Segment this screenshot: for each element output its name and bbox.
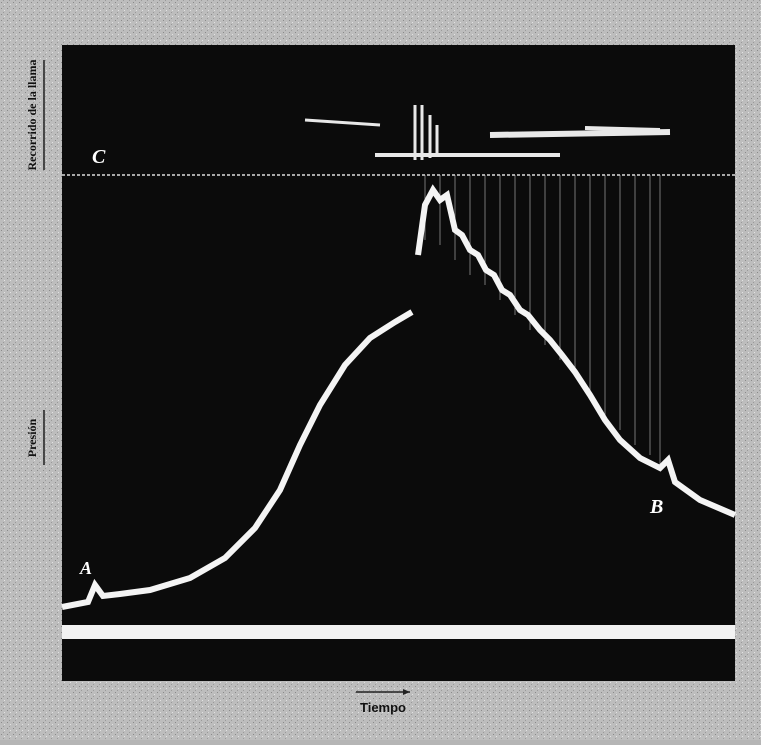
point-label: C: [92, 146, 106, 168]
point-label: B: [649, 496, 663, 518]
pressure-trace-falling: [415, 184, 737, 518]
timing-marks: [424, 175, 661, 465]
y-axis-label: Presión: [25, 418, 39, 457]
pressure-trace-rising: [61, 309, 414, 610]
y-axis-label: Recorrido de la llama: [25, 60, 39, 171]
baseline-band: [62, 625, 735, 639]
point-label: A: [79, 558, 92, 578]
axis-arrow-head: [403, 689, 410, 695]
lower-band: [62, 639, 735, 681]
flame-traces: [304, 105, 671, 160]
x-axis-label: Tiempo: [360, 700, 406, 715]
screen: [62, 45, 735, 625]
